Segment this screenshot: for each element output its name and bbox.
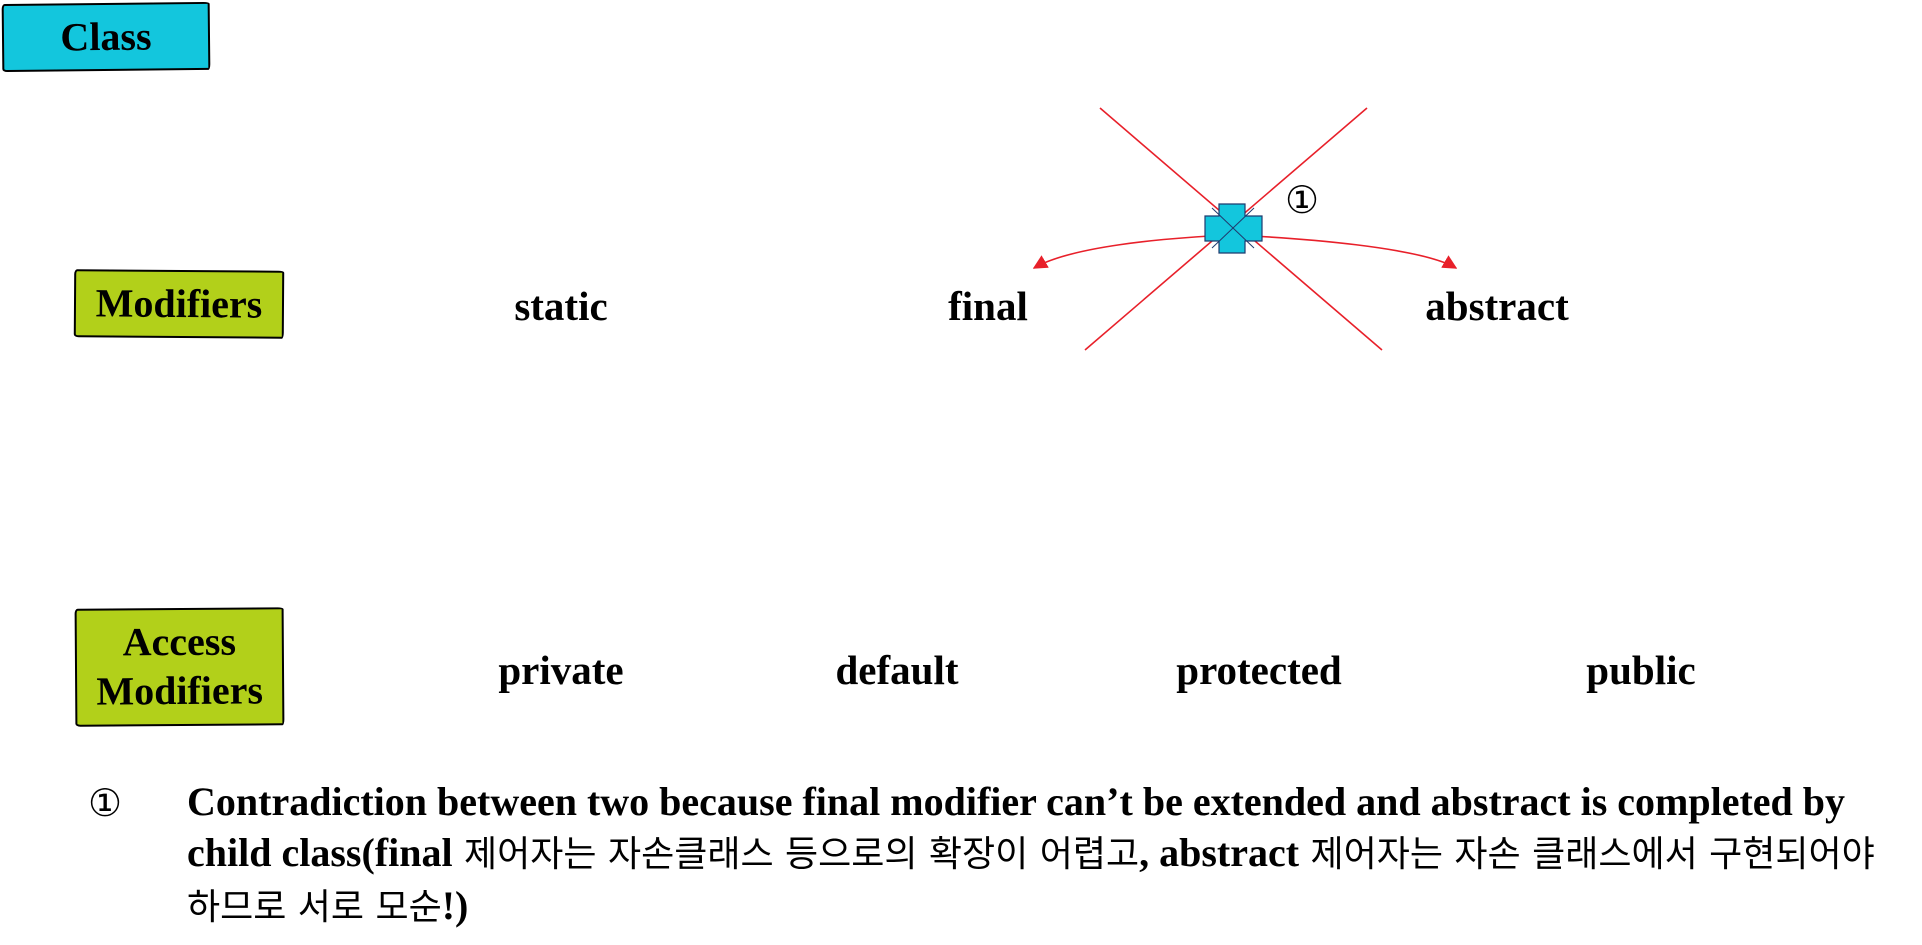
note-en: Contradiction between two because final … [187, 779, 1846, 875]
note-kw-abstract: abstract [1159, 830, 1300, 875]
access-protected: protected [1176, 647, 1342, 693]
modifier-abstract: abstract [1425, 283, 1569, 329]
modifier-final: final [948, 283, 1028, 329]
access-public: public [1586, 647, 1696, 693]
note-text: Contradiction between two because final … [187, 776, 1887, 933]
note-ko-1: 제어자는 자손클래스 등으로의 확장이 어렵고 [452, 834, 1140, 875]
modifier-static: static [514, 283, 608, 329]
conflict-marker: ① [1285, 178, 1319, 222]
note-comma: , [1139, 830, 1160, 875]
access-default: default [835, 647, 959, 693]
note-kw-final: final [374, 830, 453, 875]
note-ko-2: 제어자는 자손 클래스에서 구현되어야 하므로 서로 모순 [187, 834, 1875, 928]
note-marker: ① [88, 781, 123, 825]
note-end: !) [441, 883, 469, 928]
access-private: private [498, 647, 624, 693]
arrow-to-abstract [1231, 234, 1458, 269]
arrow-to-final [1032, 234, 1233, 269]
cross-shape-icon [1204, 203, 1263, 254]
